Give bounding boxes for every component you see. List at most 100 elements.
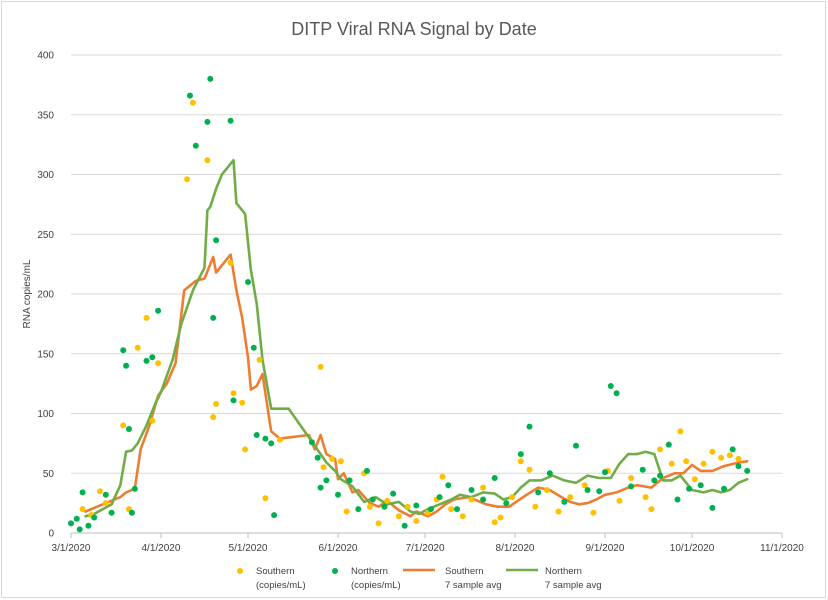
data-point-northern-copies-ml (503, 500, 510, 507)
data-point-northern-copies-ml (607, 383, 614, 389)
data-point-northern-copies-ml (735, 463, 742, 470)
data-point-southern-copies-ml (532, 503, 539, 510)
data-point-southern-copies-ml (227, 259, 234, 266)
data-point-northern-copies-ml (335, 491, 341, 498)
data-point-northern-copies-ml (85, 522, 92, 529)
data-point-southern-copies-ml (526, 466, 533, 473)
data-point-southern-copies-ml (555, 508, 562, 515)
data-point-southern-copies-ml (189, 99, 196, 106)
data-point-northern-copies-ml (364, 467, 370, 474)
data-point-southern-copies-ml (616, 497, 623, 504)
data-point-southern-copies-ml (497, 514, 504, 521)
data-point-northern-copies-ml (204, 118, 211, 125)
data-point-northern-copies-ml (721, 485, 727, 492)
data-point-southern-copies-ml (581, 482, 588, 489)
data-point-northern-copies-ml (227, 117, 234, 124)
data-point-southern-copies-ml (657, 446, 664, 453)
data-point-northern-copies-ml (79, 489, 86, 496)
data-point-northern-copies-ml (123, 362, 130, 369)
y-axis-label: RNA copies/mL (22, 259, 33, 328)
data-point-southern-copies-ml (648, 506, 655, 513)
data-point-southern-copies-ml (366, 503, 373, 510)
data-point-northern-copies-ml (245, 279, 251, 285)
y-tick-label: 150 (37, 349, 54, 360)
data-point-northern-copies-ml (126, 426, 132, 432)
data-point-northern-copies-ml (413, 502, 420, 509)
data-point-northern-copies-ml (323, 477, 330, 484)
legend-swatch-northern-copies-ml (332, 568, 338, 574)
data-point-northern-copies-ml (729, 446, 736, 453)
data-point-southern-copies-ml (242, 446, 249, 453)
gridlines (70, 54, 783, 538)
data-point-southern-copies-ml (395, 513, 402, 520)
data-point-northern-copies-ml (131, 485, 138, 492)
legend-label-southern-copies-ml: Southern (256, 566, 295, 577)
data-point-southern-copies-ml (567, 494, 574, 501)
data-point-northern-copies-ml (268, 440, 275, 447)
data-point-northern-copies-ml (155, 307, 162, 314)
data-point-southern-copies-ml (337, 458, 344, 465)
data-point-southern-copies-ml (691, 476, 698, 483)
data-point-southern-copies-ml (210, 414, 217, 421)
data-point-northern-copies-ml (120, 347, 127, 354)
data-point-northern-copies-ml (427, 506, 434, 513)
data-point-northern-copies-ml (517, 451, 524, 458)
legend-label-northern-copies-ml: Northern (351, 566, 388, 577)
data-point-southern-copies-ml (735, 455, 742, 462)
data-point-northern-copies-ml (651, 477, 658, 484)
data-point-southern-copies-ml (317, 363, 324, 370)
data-point-southern-copies-ml (320, 464, 327, 471)
data-point-southern-copies-ml (668, 460, 675, 467)
x-tick-label: 9/1/2020 (586, 543, 625, 554)
x-tick-label: 10/1/2020 (670, 543, 715, 554)
data-point-southern-copies-ml (718, 454, 725, 461)
series-line-northern-7-sample-avg (84, 158, 749, 518)
data-point-southern-copies-ml (343, 508, 350, 515)
data-point-southern-copies-ml (134, 344, 141, 351)
data-point-northern-copies-ml (401, 522, 408, 529)
y-tick-label: 350 (37, 110, 54, 121)
data-point-northern-copies-ml (596, 488, 603, 495)
data-point-southern-copies-ml (155, 360, 162, 367)
data-point-southern-copies-ml (213, 400, 220, 407)
y-tick-label: 250 (37, 230, 54, 241)
data-point-northern-copies-ml (68, 520, 74, 527)
x-tick-label: 5/1/2020 (229, 543, 268, 554)
data-point-southern-copies-ml (448, 506, 455, 513)
data-point-southern-copies-ml (239, 399, 246, 406)
data-point-southern-copies-ml (97, 488, 103, 495)
data-point-northern-copies-ml (91, 514, 98, 521)
data-point-northern-copies-ml (491, 475, 498, 481)
data-point-northern-copies-ml (192, 142, 199, 149)
series-markers (68, 75, 751, 533)
data-point-southern-copies-ml (468, 496, 475, 503)
data-point-southern-copies-ml (149, 417, 156, 424)
y-tick-label: 400 (37, 51, 54, 62)
y-tick-labels: 0 50 100 150 200 250 300 350 400 (37, 51, 54, 540)
data-point-southern-copies-ml (143, 314, 150, 321)
legend-sublabel-northern-7-sample-avg: 7 sample avg (545, 580, 602, 591)
data-point-northern-copies-ml (445, 482, 452, 489)
data-point-northern-copies-ml (602, 469, 608, 476)
data-point-southern-copies-ml (517, 458, 524, 465)
data-point-southern-copies-ml (642, 494, 649, 501)
data-point-southern-copies-ml (262, 495, 269, 502)
data-point-northern-copies-ml (207, 75, 214, 82)
data-point-northern-copies-ml (317, 484, 324, 491)
data-point-northern-copies-ml (314, 454, 321, 461)
data-point-northern-copies-ml (128, 509, 135, 516)
data-point-southern-copies-ml (700, 460, 707, 467)
legend-sublabel-northern-copies-ml: (copies/mL) (351, 580, 401, 591)
data-point-southern-copies-ml (459, 513, 466, 520)
data-point-northern-copies-ml (210, 314, 217, 321)
legend-label-southern-7-sample-avg: Southern (445, 566, 484, 577)
data-point-southern-copies-ml (480, 484, 487, 491)
data-point-northern-copies-ml (744, 467, 751, 474)
data-point-northern-copies-ml (76, 526, 83, 533)
data-point-northern-copies-ml (253, 432, 260, 438)
data-point-northern-copies-ml (436, 494, 443, 501)
data-point-southern-copies-ml (726, 452, 733, 459)
data-point-northern-copies-ml (686, 485, 693, 492)
